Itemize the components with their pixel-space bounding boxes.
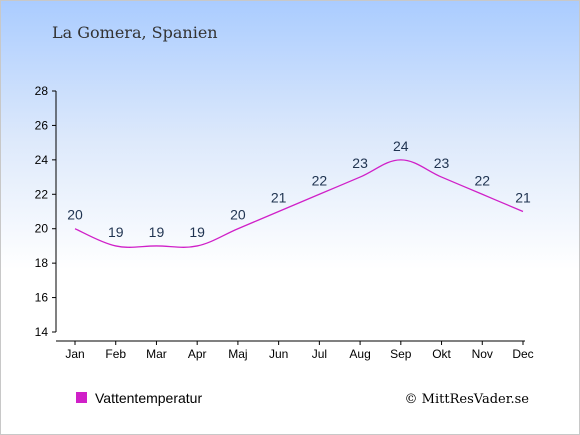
- x-tick-label: Okt: [432, 347, 451, 361]
- y-tick-label: 18: [35, 256, 49, 270]
- y-tick-label: 26: [35, 118, 49, 132]
- x-tick-label: Apr: [188, 347, 207, 361]
- data-label: 22: [312, 172, 328, 188]
- legend-label: Vattentemperatur: [95, 390, 202, 406]
- data-label: 19: [189, 224, 205, 240]
- legend-swatch: [76, 392, 87, 403]
- y-tick-label: 24: [35, 153, 49, 167]
- data-label: 19: [108, 224, 124, 240]
- series-line-vattentemperatur: [74, 159, 524, 248]
- chart-title: La Gomera, Spanien: [52, 23, 218, 42]
- y-tick-label: 22: [35, 187, 49, 201]
- x-tick-label: Jun: [269, 347, 288, 361]
- x-tick-label: Dec: [512, 347, 533, 361]
- data-label: 20: [67, 207, 83, 223]
- data-label: 23: [434, 155, 450, 171]
- y-tick-label: 20: [35, 222, 49, 236]
- x-tick-label: Jul: [312, 347, 327, 361]
- y-axis-ticks: 14 16 18 20 22 24 26 28: [35, 84, 56, 339]
- data-label: 21: [271, 190, 287, 206]
- x-tick-label: Aug: [349, 347, 370, 361]
- data-label: 24: [393, 138, 409, 154]
- x-tick-label: Nov: [472, 347, 493, 361]
- data-label: 22: [474, 172, 490, 188]
- y-tick-label: 14: [35, 325, 49, 339]
- x-axis-ticks: Jan Feb Mar Apr Maj Jun Jul Aug Sep Okt Nov Dec: [65, 341, 534, 361]
- x-tick-label: Sep: [390, 347, 412, 361]
- data-label: 23: [352, 155, 368, 171]
- x-tick-label: Maj: [228, 347, 247, 361]
- x-tick-label: Mar: [146, 347, 167, 361]
- data-labels: 20 19 19 19 20 21 22 23 24 23 22 21: [67, 138, 531, 240]
- data-label: 21: [515, 190, 531, 206]
- data-label: 19: [149, 224, 165, 240]
- credit-text: © MittResVader.se: [405, 392, 530, 407]
- data-label: 20: [230, 207, 246, 223]
- y-tick-label: 28: [35, 84, 49, 98]
- x-tick-label: Feb: [105, 347, 126, 361]
- x-tick-label: Jan: [65, 347, 84, 361]
- y-tick-label: 16: [35, 291, 49, 305]
